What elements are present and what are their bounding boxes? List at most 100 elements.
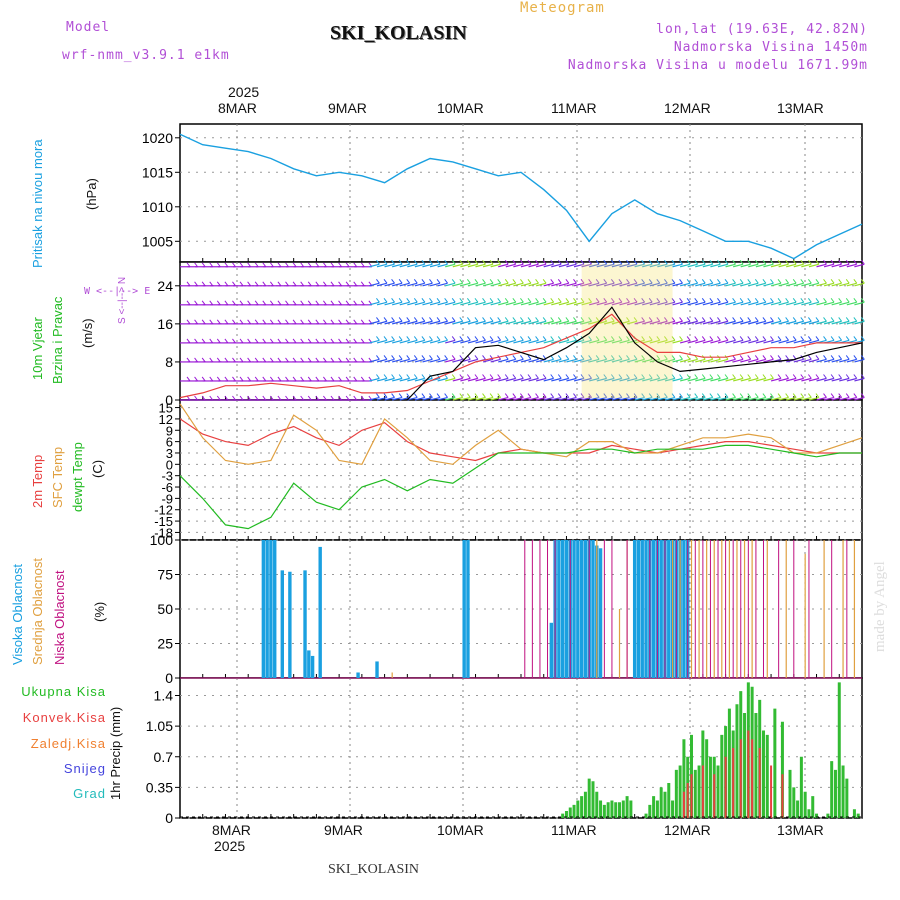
precip-total-bar [568, 807, 572, 818]
wind-barb [429, 263, 440, 268]
wind-barb [702, 282, 713, 287]
wind-barb-flag [641, 298, 646, 303]
wind-barb [596, 358, 607, 363]
wind-barb [460, 282, 471, 287]
wind-barb-flag [739, 279, 744, 284]
y-tick-label: 0 [165, 392, 173, 408]
wind-barb-flag [626, 317, 630, 322]
cloud-low-bar [554, 540, 556, 678]
wind-barb [763, 320, 774, 325]
wind-barb [369, 377, 380, 382]
wind-barb [604, 320, 615, 325]
wind-barb-flag [300, 281, 305, 287]
wind-barb-flag [376, 355, 380, 360]
wind-barb [399, 301, 410, 306]
precip-total-bar [671, 800, 675, 818]
wind-barb-flag [262, 319, 267, 325]
wind-barb-flag [823, 355, 827, 360]
wind-barb-flag [285, 338, 289, 344]
wind-barb-flag [459, 355, 464, 360]
wind-barb-flag [285, 262, 289, 268]
wind-barb [490, 358, 501, 363]
wind-barb [725, 339, 736, 344]
wind-barb-flag [717, 336, 721, 341]
wind-barb [657, 263, 668, 268]
wind-barb-flag [694, 298, 699, 303]
wind-barb [452, 358, 463, 363]
cloud-mid-bar [671, 540, 674, 678]
wind-barb [679, 396, 690, 401]
wind-barb-flag [247, 300, 252, 306]
wind-barb [664, 320, 675, 325]
wind-barb-flag [406, 317, 411, 322]
precip-total-bar [583, 791, 587, 818]
wind-barb-flag [436, 355, 441, 360]
wind-barb-flag [853, 298, 858, 303]
wind-barb-flag [489, 317, 494, 322]
wind-barb-flag [550, 298, 555, 303]
wind-barb-flag [724, 298, 729, 303]
wind-barb-flag [224, 300, 229, 306]
wind-barb [831, 320, 842, 325]
wind-barb [498, 263, 509, 268]
cloud-low-bar [755, 540, 757, 678]
wind-barb [748, 282, 759, 287]
wind-barb [558, 396, 569, 401]
wind-barb-flag [565, 259, 570, 265]
wind-barb [528, 358, 539, 363]
wind-barb-flag [535, 279, 539, 284]
wind-barb [467, 396, 478, 401]
wind-barb [710, 339, 721, 344]
wind-barb [543, 301, 554, 306]
cloud-low-bar [611, 540, 613, 678]
wind-barb-flag [535, 317, 539, 322]
wind-barb-flag [573, 393, 577, 398]
wind-barb [801, 263, 812, 268]
cloud-mid-bar [785, 540, 787, 678]
wind-barb-flag [754, 374, 759, 379]
wind-barb-flag [701, 374, 706, 379]
wind-barb [687, 377, 698, 382]
wind-barb-flag [322, 281, 327, 287]
wind-barb-flag [754, 336, 759, 341]
wind-barb [467, 320, 478, 325]
wind-barb [536, 377, 546, 382]
wind-barb-flag [186, 376, 191, 382]
cloud-mid-bar [618, 609, 621, 678]
wind-barb [596, 263, 607, 268]
wind-barb-flag [277, 281, 282, 287]
wind-barb [801, 377, 812, 382]
wind-barb [778, 396, 789, 401]
wind-barb-flag [588, 298, 593, 303]
precip-convective-bar [713, 774, 716, 818]
pressure-line [179, 133, 863, 260]
wind-barb [679, 301, 690, 306]
wind-barb-flag [641, 374, 646, 379]
cloud-low-bar [603, 540, 605, 678]
wind-barb-flag [474, 298, 479, 303]
wind-barb [664, 339, 675, 344]
wind-barb [634, 377, 645, 382]
wind-barb [634, 263, 645, 268]
wind-barb-flag [315, 281, 320, 287]
wind-barb-flag [664, 393, 668, 398]
wind-barb-flag [565, 355, 570, 360]
wind-barb [604, 301, 615, 306]
precip-convective-bar [747, 730, 750, 818]
wind-barb-flag [724, 336, 729, 341]
wind-barb-flag [330, 262, 335, 268]
wind-barb [558, 339, 569, 344]
wind-barb [672, 396, 683, 401]
wind-barb-flag [376, 336, 380, 341]
precip-total-bar [606, 802, 610, 818]
wind-barb [452, 396, 463, 401]
wind-barb [414, 320, 425, 325]
wind-barb [467, 339, 478, 344]
wind-barb-flag [815, 355, 820, 360]
wind-barb-flag [232, 338, 236, 344]
model-elevation-label: Nadmorska Visina u modelu 1671.99m [567, 58, 868, 73]
cloud-high-bar [682, 540, 686, 678]
wind-barb [490, 339, 501, 344]
wind-barb [770, 301, 781, 306]
wind-barb-flag [762, 374, 767, 379]
